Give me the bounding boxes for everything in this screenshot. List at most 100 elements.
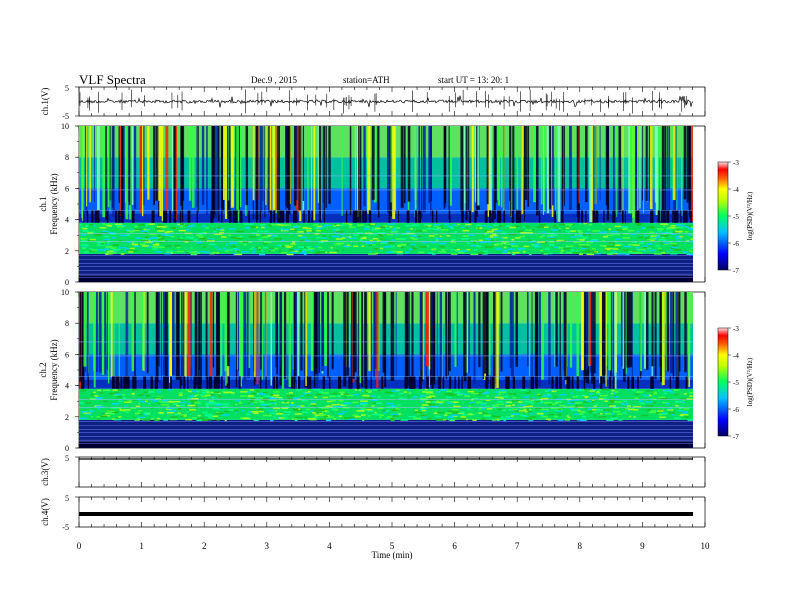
ch2-spectrogram-speckle	[294, 419, 298, 422]
ch2-spectrogram-speckle	[143, 391, 149, 393]
ch2-spectrogram-speckle	[132, 389, 138, 391]
ch1-spectrogram-speckle	[219, 232, 225, 234]
ch2-spectrogram-speckle	[646, 390, 654, 392]
ch2-spectrogram-speckle	[451, 408, 459, 411]
ch2-spectrogram-dark-streak	[576, 376, 579, 389]
ch1-spectrogram-speckle	[572, 224, 575, 226]
ch2-spectrogram-speckle	[283, 411, 292, 413]
ch1-spectrogram-speckle	[96, 242, 102, 244]
ch2-spectrogram-dark-streak	[551, 376, 554, 389]
ch1-spectrogram-speckle	[89, 248, 94, 250]
ch1-spectrogram-dark-streak	[133, 210, 135, 223]
ch1-spectrogram-streak	[307, 126, 309, 222]
ch1-spectrogram-speckle	[565, 230, 571, 232]
ch2-spectrogram-speckle	[145, 413, 151, 415]
ch1-spectrogram-speckle	[450, 248, 457, 251]
ch2-spectrogram-speckle	[206, 419, 212, 421]
ch2-spectrogram-speckle	[205, 391, 210, 393]
ch2-spectrogram-speckle	[652, 398, 657, 400]
ch1-spectrogram-speckle	[483, 233, 488, 235]
ch1-spectrogram-streak	[509, 126, 511, 202]
ch1-spectrogram-speckle	[258, 247, 261, 249]
ch2-spectrogram-speckle	[566, 402, 575, 405]
ch1-spectrogram-speckle	[301, 240, 308, 242]
ch2-spectrogram-streak	[226, 292, 230, 367]
ch1-spectrogram-speckle	[472, 241, 476, 243]
ch1-spectrogram-speckle	[261, 236, 269, 238]
ch1-spectrogram-speckle	[250, 226, 257, 228]
ch2-spectrogram-speckle	[358, 389, 362, 391]
ch1-spectrogram-streak	[595, 126, 597, 205]
ch2-spectrogram-speckle	[365, 408, 372, 411]
ch1-spectrogram-dark-streak	[682, 210, 686, 223]
ch2-spectrogram-speckle	[608, 399, 616, 402]
ch2-spectrogram-speckle	[352, 414, 359, 416]
ch1-spectrogram-dark-streak	[431, 210, 434, 223]
ch2-spectrogram-speckle	[541, 415, 548, 418]
ch2-spectrogram-streak	[142, 292, 145, 371]
ch2-spectrogram-speckle	[373, 402, 377, 405]
ch2-spectrogram-speckle	[566, 415, 569, 417]
ch2-spectrogram-speckle	[138, 402, 141, 405]
ch2-spectrogram-colorbar-label: log(PSD)(V²/Hz)	[746, 357, 754, 406]
ch2-spectrogram-speckle	[567, 399, 575, 402]
ch2-spectrogram-speckle	[261, 398, 269, 400]
ch1-spectrogram-speckle	[298, 246, 305, 248]
ch2-spectrogram-speckle	[172, 403, 178, 405]
ch2-spectrogram-speckle	[466, 408, 471, 410]
ch1-spectrogram-speckle	[669, 242, 677, 245]
ch1-spectrogram-speckle	[301, 250, 307, 253]
ch2-spectrogram-speckle	[274, 403, 277, 405]
ch1-spectrogram-speckle	[606, 245, 614, 248]
ch2-spectrogram-speckle	[592, 408, 600, 411]
ch1-spectrogram-streak	[675, 126, 677, 201]
ch1-spectrogram-speckle	[564, 228, 567, 230]
ch2-spectrogram-speckle	[645, 401, 653, 403]
ch1-spectrogram-speckle	[585, 248, 590, 251]
ch2-spectrogram-speckle	[598, 398, 604, 400]
ch1-spectrogram-speckle	[185, 251, 190, 254]
ch1-spectrogram-speckle	[246, 223, 254, 225]
ch2-spectrogram-speckle	[496, 403, 504, 406]
ch1-spectrogram-speckle	[582, 251, 587, 253]
ch2-spectrogram-speckle	[423, 399, 426, 401]
ch2-spectrogram-dark-streak	[593, 376, 595, 389]
ch2-spectrogram-speckle	[192, 406, 198, 408]
ch2-spectrogram-speckle	[547, 404, 552, 406]
ch1-spectrogram-speckle	[165, 245, 172, 247]
ch2-spectrogram-speckle	[139, 400, 145, 403]
ch2-spectrogram-speckle	[292, 397, 300, 399]
ch1-spectrogram-speckle	[401, 233, 407, 236]
ch2-spectrogram-speckle	[459, 411, 465, 414]
ch2-spectrogram-streak	[428, 292, 431, 370]
ch2-spectrogram-speckle	[453, 405, 461, 408]
ch2-spectrogram-speckle	[626, 388, 630, 391]
ch1-spectrogram-speckle	[110, 247, 117, 249]
ch1-spectrogram-speckle	[329, 251, 337, 254]
ch2-spectrogram-speckle	[268, 397, 277, 400]
ch2-spectrogram-dark-streak	[206, 376, 209, 389]
ch1-spectrogram-speckle	[599, 231, 608, 233]
ch1-spectrogram-speckle	[133, 229, 140, 232]
ch1-spectrogram-speckle	[411, 248, 418, 250]
ch1-spectrogram-speckle	[104, 238, 110, 241]
ch1-spectrogram-dark-streak	[365, 210, 367, 223]
ch2-spectrogram-speckle	[390, 417, 395, 420]
ch2-spectrogram-speckle	[584, 396, 588, 399]
ch1-spectrogram-speckle	[605, 228, 612, 231]
ch2-spectrogram-streak	[456, 292, 458, 367]
ch2-spectrogram-streak	[466, 292, 468, 373]
ch2-spectrogram-speckle	[188, 390, 192, 393]
ch2-spectrogram-speckle	[79, 417, 87, 420]
ch2-spectrogram-streak	[390, 292, 392, 381]
ch2-spectrogram-speckle	[505, 416, 511, 418]
ch2-spectrogram-streak	[626, 292, 630, 368]
ch2-spectrogram-speckle	[556, 400, 562, 403]
ch2-spectrogram-streak	[143, 292, 145, 372]
ch2-spectrogram-speckle	[593, 415, 596, 417]
ch1-spectrogram-speckle	[594, 251, 599, 253]
ch1-spectrogram-dark-streak	[672, 210, 674, 223]
ch2-spectrogram-speckle	[310, 404, 317, 407]
ch2-spectrogram-streak	[146, 292, 149, 374]
ch1-spectrogram-speckle	[583, 222, 587, 225]
